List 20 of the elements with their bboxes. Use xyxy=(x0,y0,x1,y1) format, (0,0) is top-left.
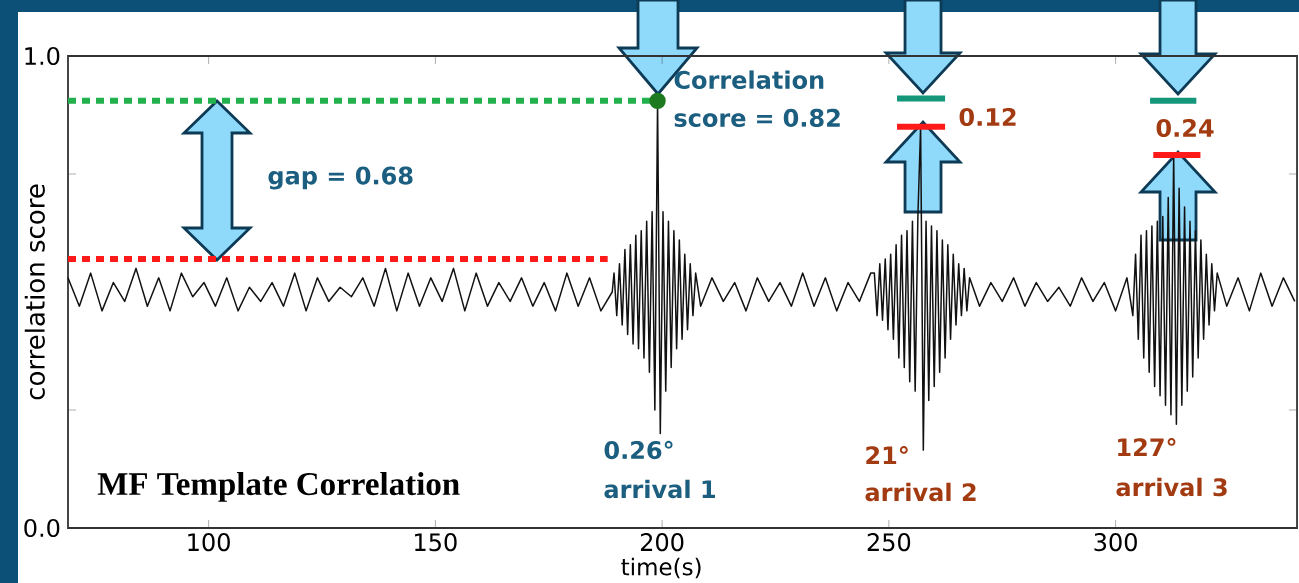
text: MF Template Correlation xyxy=(97,471,460,502)
y-axis-title: correlation score xyxy=(24,184,45,400)
annotation: 0.12 xyxy=(959,107,1016,127)
annotation: arrival 2 xyxy=(865,482,976,502)
annotation: arrival 1 xyxy=(604,479,715,499)
y-tick-label: 0.0 xyxy=(24,518,60,538)
x-tick-label: 300 xyxy=(1094,533,1137,552)
annotation: arrival 3 xyxy=(1116,477,1227,497)
annotation: Correlation score = 0.82 xyxy=(674,70,840,127)
annotation: gap = 0.68 xyxy=(268,166,413,190)
x-axis-title: time(s) xyxy=(621,557,701,579)
annotation: 0.24 xyxy=(1156,118,1214,138)
x-tick-label: 150 xyxy=(415,533,457,552)
x-tick-label: 200 xyxy=(640,533,684,552)
x-tick-label: 100 xyxy=(188,533,230,552)
annotation: 127° xyxy=(1118,438,1176,456)
y-tick-label: 1.0 xyxy=(25,46,60,66)
annotation: 21° xyxy=(866,446,908,464)
annotation: 0.26° xyxy=(604,440,673,460)
x-tick-label: 250 xyxy=(867,533,911,552)
